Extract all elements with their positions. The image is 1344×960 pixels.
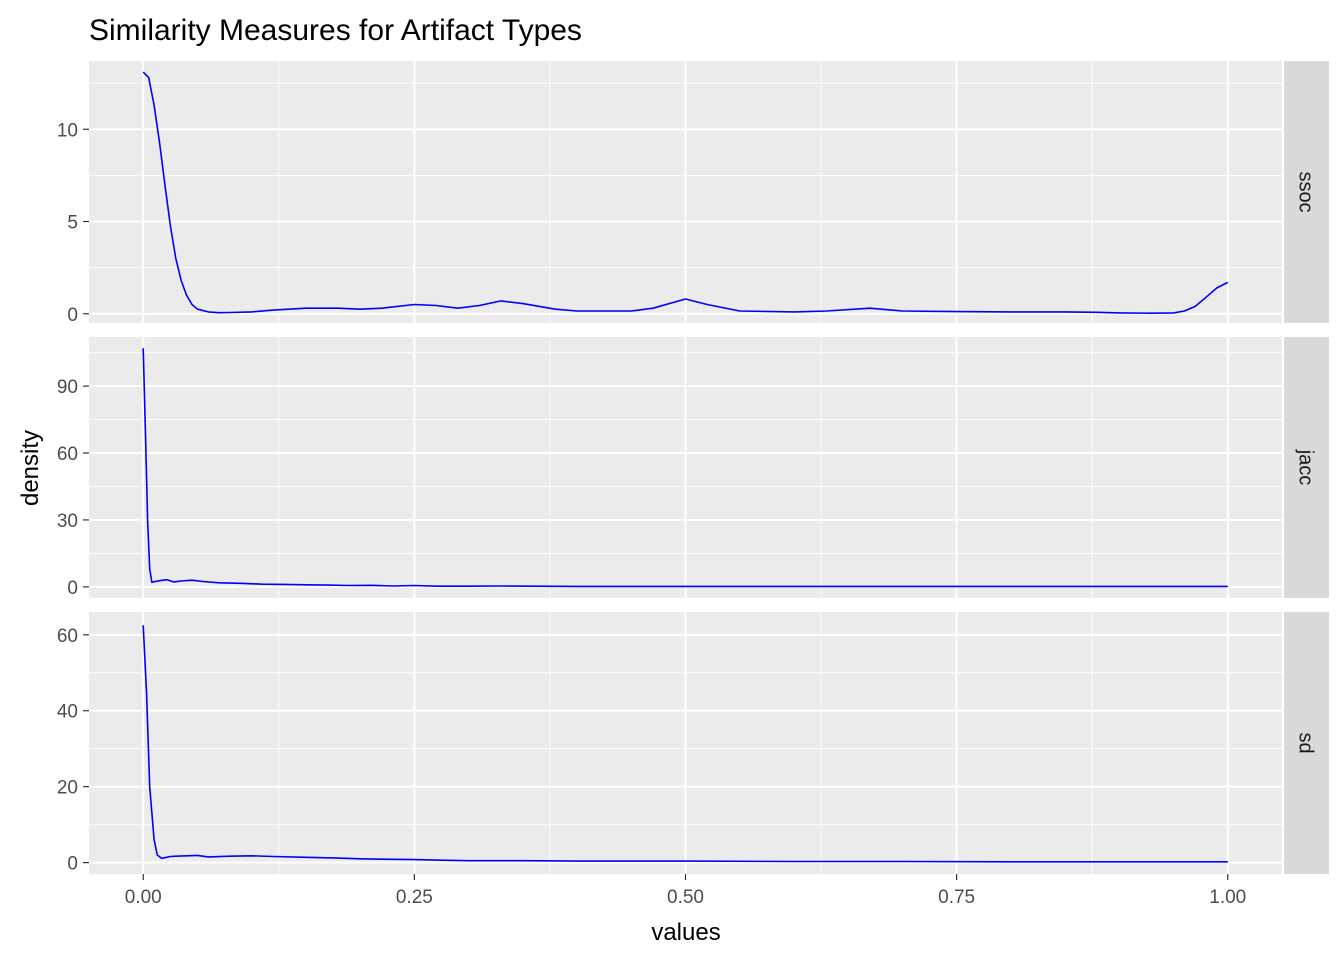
y-tick-label-jacc: 90 [57, 377, 78, 398]
density-line-jacc [142, 348, 1228, 588]
y-tick-label-sd: 0 [67, 854, 78, 875]
facet-strip-ssoc [1284, 61, 1329, 323]
x-tick-label: 0.50 [667, 887, 704, 908]
y-tick-label-sd: 60 [57, 626, 78, 647]
facet-strip-label-sd: sd [1295, 732, 1317, 753]
y-tick-label-jacc: 30 [57, 511, 78, 532]
facet-strip-label-jacc: jacc [1295, 449, 1317, 486]
x-tick-label: 0.75 [938, 887, 975, 908]
y-tick-label-ssoc: 10 [57, 120, 78, 141]
x-tick-label: 0.00 [125, 887, 162, 908]
density-line-ssoc [142, 71, 1229, 315]
x-tick-label: 1.00 [1209, 887, 1246, 908]
facet-strip-sd [1284, 612, 1329, 874]
y-tick-label-sd: 40 [57, 702, 78, 723]
y-tick-label-ssoc: 0 [67, 305, 78, 326]
facet-panels: 0 5 10 ssoc 0 30 60 90 jacc 0 20 40 60 sd 0.00 0.25 0.50… [57, 61, 1329, 908]
facet-strip-jacc [1284, 337, 1329, 598]
y-axis-title: density [17, 430, 44, 506]
y-tick-label-ssoc: 5 [67, 213, 78, 234]
x-tick-label: 0.25 [396, 887, 433, 908]
y-tick-label-jacc: 0 [67, 578, 78, 599]
y-tick-label-sd: 20 [57, 778, 78, 799]
chart-title: Similarity Measures for Artifact Types [89, 14, 582, 47]
x-axis-title: values [651, 919, 720, 946]
facet-strip-label-ssoc: ssoc [1295, 171, 1317, 212]
density-line-sd [142, 625, 1228, 863]
y-tick-label-jacc: 60 [57, 444, 78, 465]
